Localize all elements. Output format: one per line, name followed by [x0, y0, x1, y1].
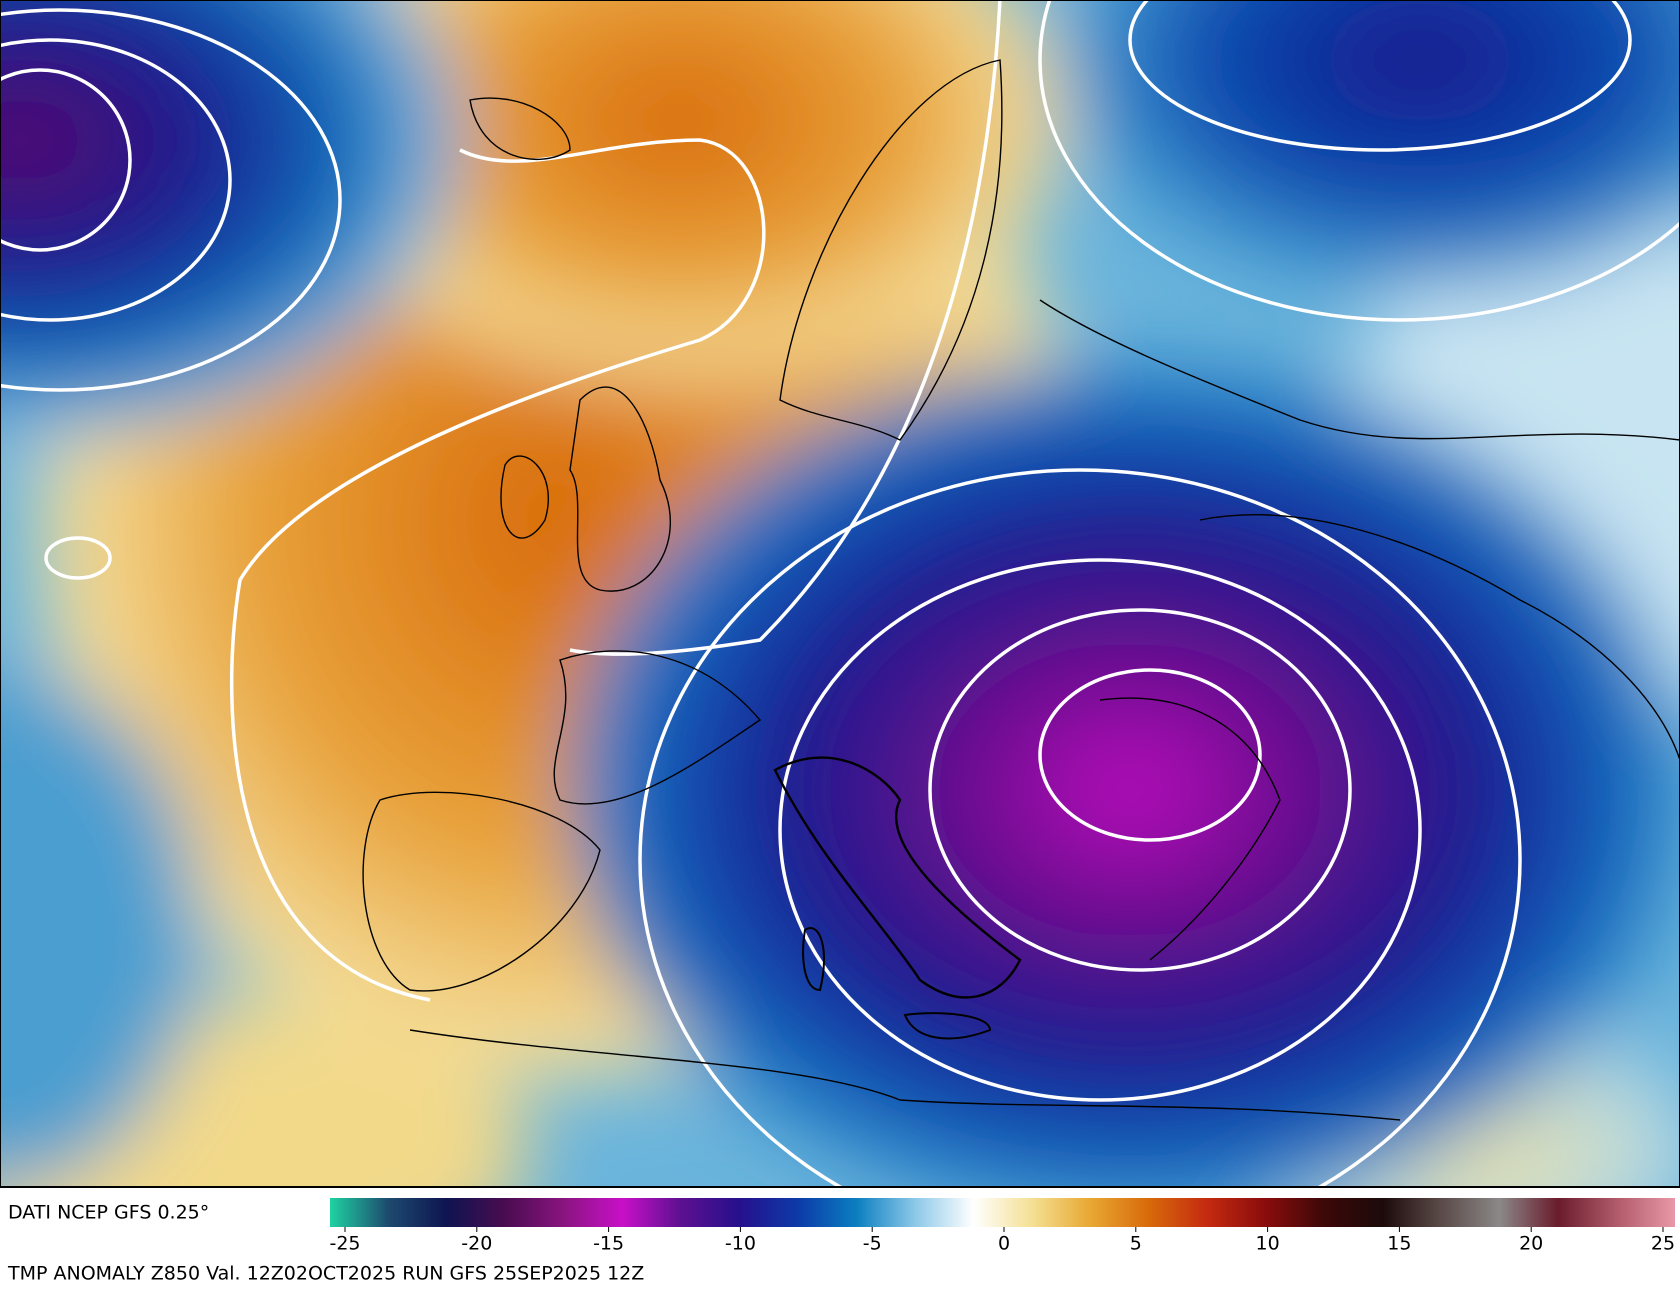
map-title: TMP ANOMALY Z850 Val. 12Z02OCT2025 RUN G…: [7, 1263, 644, 1285]
colorbar-tick-label: 0: [998, 1233, 1010, 1255]
colorbar-tick-label: -5: [863, 1233, 882, 1255]
colorbar-tick-label: 20: [1519, 1233, 1543, 1255]
colorbar-tick-label: -20: [461, 1233, 492, 1255]
contours: [0, 0, 1680, 1187]
colorbar-tick-label: 10: [1256, 1233, 1280, 1255]
coastlines: [362, 59, 1680, 1121]
colorbar-tick-label: 15: [1387, 1233, 1411, 1255]
colorbar-tick-label: -25: [329, 1233, 360, 1255]
colorbar-tick-label: 5: [1130, 1233, 1142, 1255]
colorbar-tick-label: 25: [1651, 1233, 1675, 1255]
colorbar-tick-label: -15: [593, 1233, 624, 1255]
source-label: DATI NCEP GFS 0.25°: [8, 1202, 209, 1224]
colorbar-tick-label: -10: [725, 1233, 756, 1255]
map-frame: [0, 0, 1680, 1188]
colorbar: [330, 1198, 1675, 1227]
